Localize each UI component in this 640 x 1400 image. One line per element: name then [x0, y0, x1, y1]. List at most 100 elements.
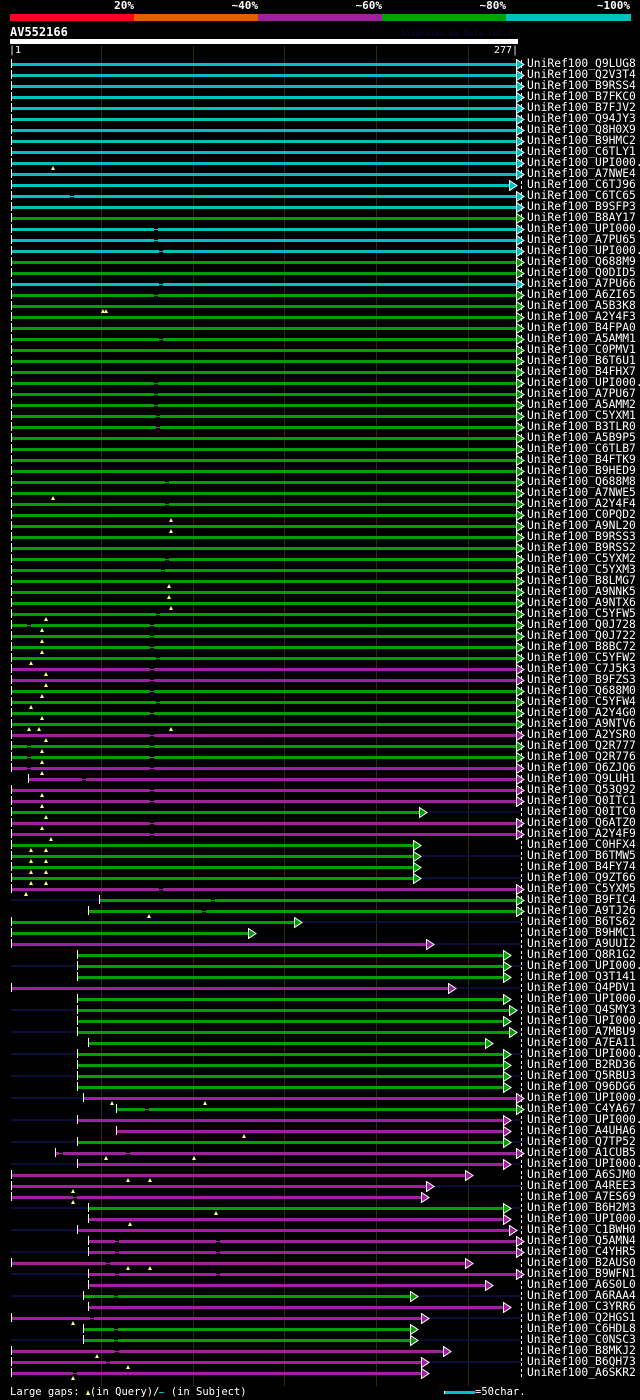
hit-label[interactable]: UniRef100_A7ES69 — [527, 1190, 636, 1203]
hit-label[interactable]: UniRef100_UPI000.. — [527, 959, 640, 972]
hit-label[interactable]: UniRef100_C5YFW5 — [527, 607, 636, 620]
hit-label[interactable]: UniRef100_UPI000.. — [527, 1047, 640, 1060]
hit-label[interactable]: UniRef100_A2Y4F9 — [527, 827, 636, 840]
hit-label[interactable]: UniRef100_C7J5K3 — [527, 662, 636, 675]
hit-label[interactable]: UniRef100_C0PQD2 — [527, 508, 636, 521]
hit-label[interactable]: UniRef100_B9RSS4 — [527, 79, 636, 92]
hit-label[interactable]: UniRef100_C1BWH0 — [527, 1223, 636, 1236]
hit-label[interactable]: UniRef100_C4YA67 — [527, 1102, 636, 1115]
hit-label[interactable]: UniRef100_C0HFX4 — [527, 838, 636, 851]
hit-label[interactable]: UniRef100_A4UHA6 — [527, 1124, 636, 1137]
hit-label[interactable]: UniRef100_A4REE3 — [527, 1179, 636, 1192]
hit-label[interactable]: UniRef100_Q0ITC1 — [527, 794, 636, 807]
hit-label[interactable]: UniRef100_C3YRR6 — [527, 1300, 636, 1313]
hit-label[interactable]: UniRef100_A7NWE5 — [527, 486, 636, 499]
hit-label[interactable]: UniRef100_B2AUS0 — [527, 1256, 636, 1269]
hit-label[interactable]: UniRef100_Q9LUG8 — [527, 57, 636, 70]
hit-label[interactable]: UniRef100_A6SKR2 — [527, 1366, 636, 1379]
hit-label[interactable]: UniRef100_Q96DG6 — [527, 1080, 636, 1093]
hit-label[interactable]: UniRef100_A7NWE4 — [527, 167, 636, 180]
hit-label[interactable]: UniRef100_B7FJV2 — [527, 101, 636, 114]
hit-label[interactable]: UniRef100_UPI000.. — [527, 1212, 640, 1225]
hit-label[interactable]: UniRef100_Q94JY3 — [527, 112, 636, 125]
hit-label[interactable]: UniRef100_C5YXM5 — [527, 882, 636, 895]
hit-label[interactable]: UniRef100_C5YXM2 — [527, 552, 636, 565]
hit-label[interactable]: UniRef100_Q3T141 — [527, 970, 636, 983]
hit-label[interactable]: UniRef100_Q688M0 — [527, 684, 636, 697]
hit-label[interactable]: UniRef100_A2Y4F4 — [527, 497, 636, 510]
hit-label[interactable]: UniRef100_B6TS62 — [527, 915, 636, 928]
hit-label[interactable]: UniRef100_A7PU65 — [527, 233, 636, 246]
hit-label[interactable]: UniRef100_C5YXM3 — [527, 563, 636, 576]
hit-label[interactable]: UniRef100_Q5RBU3 — [527, 1069, 636, 1082]
hit-label[interactable]: UniRef100_A1CUB5 — [527, 1146, 636, 1159]
hit-label[interactable]: UniRef100_A9UUI2 — [527, 937, 636, 950]
hit-label[interactable]: UniRef100_Q0J728 — [527, 618, 636, 631]
hit-label[interactable]: UniRef100_A7PU66 — [527, 277, 636, 290]
hit-label[interactable]: UniRef100_UPI000.. — [527, 1091, 640, 1104]
hit-label[interactable]: UniRef100_A2Y4F3 — [527, 310, 636, 323]
hit-label[interactable]: UniRef100_Q6ATZ0 — [527, 816, 636, 829]
hit-label[interactable]: UniRef100_A9NTX6 — [527, 596, 636, 609]
hit-label[interactable]: UniRef100_A6RAA4 — [527, 1289, 636, 1302]
hit-label[interactable]: UniRef100_C4YHR5 — [527, 1245, 636, 1258]
hit-label[interactable]: UniRef100_A9NL20 — [527, 519, 636, 532]
hit-label[interactable]: UniRef100_C6HDL8 — [527, 1322, 636, 1335]
hit-label[interactable]: UniRef100_Q8R1G2 — [527, 948, 636, 961]
hit-label[interactable]: UniRef100_A2Y4G0 — [527, 706, 636, 719]
hit-label[interactable]: UniRef100_B6TMW5 — [527, 849, 636, 862]
hit-label[interactable]: UniRef100_Q9LUH1 — [527, 772, 636, 785]
hit-label[interactable]: UniRef100_B4FPA0 — [527, 321, 636, 334]
hit-label[interactable]: UniRef100_A7MBU9 — [527, 1025, 636, 1038]
hit-label[interactable]: UniRef100_Q2R777 — [527, 739, 636, 752]
hit-label[interactable]: UniRef100_C6TLY1 — [527, 145, 636, 158]
hit-label[interactable]: UniRef100_C6TJ96 — [527, 178, 636, 191]
hit-label[interactable]: UniRef100_Q688M8 — [527, 475, 636, 488]
hit-label[interactable]: UniRef100_C6TC65 — [527, 189, 636, 202]
hit-label[interactable]: UniRef100_A9NTV6 — [527, 717, 636, 730]
hit-label[interactable]: UniRef100_Q688M9 — [527, 255, 636, 268]
hit-label[interactable]: UniRef100_B9HED9 — [527, 464, 636, 477]
hit-label[interactable]: UniRef100_B9SFP3 — [527, 200, 636, 213]
hit-label[interactable]: UniRef100_B6QH73 — [527, 1355, 636, 1368]
hit-label[interactable]: UniRef100_UPI000.. — [527, 244, 640, 257]
hit-label[interactable]: UniRef100_Q2R776 — [527, 750, 636, 763]
hit-label[interactable]: UniRef100_A7EA11 — [527, 1036, 636, 1049]
hit-label[interactable]: UniRef100_B9RSS3 — [527, 530, 636, 543]
hit-label[interactable]: UniRef100_B8AY17 — [527, 211, 636, 224]
hit-label[interactable]: UniRef100_A2YSR0 — [527, 728, 636, 741]
hit-label[interactable]: UniRef100_Q5AMN4 — [527, 1234, 636, 1247]
hit-label[interactable]: UniRef100_A9TJ26 — [527, 904, 636, 917]
hit-label[interactable]: UniRef100_A5B9P5 — [527, 431, 636, 444]
hit-label[interactable]: UniRef100_C5YFW4 — [527, 695, 636, 708]
hit-label[interactable]: UniRef100_B9FIC4 — [527, 893, 636, 906]
hit-label[interactable]: UniRef100_B6H2M3 — [527, 1201, 636, 1214]
hit-label[interactable]: UniRef100_C0PMV1 — [527, 343, 636, 356]
hit-label[interactable]: UniRef100_C5YXM1 — [527, 409, 636, 422]
hit-label[interactable]: UniRef100_B3TLR0 — [527, 420, 636, 433]
hit-label[interactable]: UniRef100_Q2V3T4 — [527, 68, 636, 81]
hit-label[interactable]: UniRef100_B8MKJ2 — [527, 1344, 636, 1357]
hit-label[interactable]: UniRef100_Q9ZT66 — [527, 871, 636, 884]
hit-label[interactable]: UniRef100_B9RSS2 — [527, 541, 636, 554]
hit-label[interactable]: UniRef100_B7FKC0 — [527, 90, 636, 103]
hit-label[interactable]: UniRef100_B6T6U1 — [527, 354, 636, 367]
hit-label[interactable]: UniRef100_Q0DID5 — [527, 266, 636, 279]
hit-label[interactable]: UniRef100_C5YFW2 — [527, 651, 636, 664]
hit-label[interactable]: UniRef100_UPI000.. — [527, 1157, 640, 1170]
hit-label[interactable]: UniRef100_UPI000.. — [527, 222, 640, 235]
hit-label[interactable]: UniRef100_B9HMC2 — [527, 134, 636, 147]
hit-label[interactable]: UniRef100_A5B3K8 — [527, 299, 636, 312]
hit-label[interactable]: UniRef100_A7PU67 — [527, 387, 636, 400]
hit-label[interactable]: UniRef100_B2RD36 — [527, 1058, 636, 1071]
hit-label[interactable]: UniRef100_Q8H0X9 — [527, 123, 636, 136]
hit-label[interactable]: UniRef100_B8BC72 — [527, 640, 636, 653]
hit-label[interactable]: UniRef100_Q0J722 — [527, 629, 636, 642]
hit-label[interactable]: UniRef100_B9WFN1 — [527, 1267, 636, 1280]
hit-label[interactable]: UniRef100_A9NNK5 — [527, 585, 636, 598]
hit-label[interactable]: UniRef100_Q4SMY3 — [527, 1003, 636, 1016]
hit-label[interactable]: UniRef100_UPI000.. — [527, 1113, 640, 1126]
hit-label[interactable]: UniRef100_Q2HGS1 — [527, 1311, 636, 1324]
hit-label[interactable]: UniRef100_Q4PDV1 — [527, 981, 636, 994]
hit-label[interactable]: UniRef100_A5AMM1 — [527, 332, 636, 345]
